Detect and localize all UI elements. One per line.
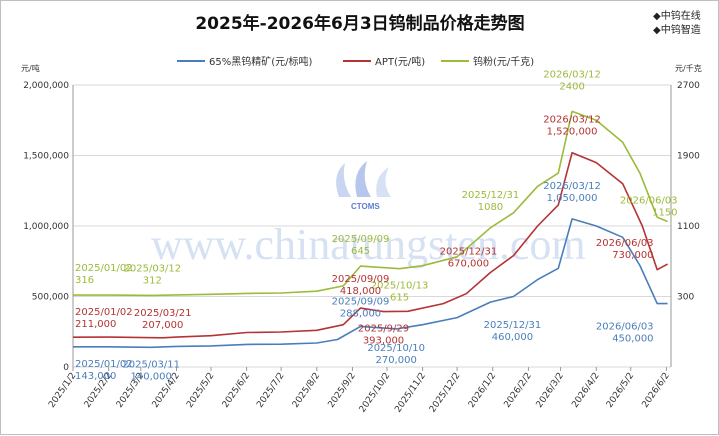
x-tick-label: 2025/12/2: [428, 371, 463, 415]
legend-label-apt: APT(元/吨): [375, 55, 425, 68]
data-label: 2025/9/29 393,000: [358, 324, 409, 347]
data-label: 2025/01/02 143,000: [75, 359, 133, 382]
x-tick-label: 2025/10/2: [358, 371, 393, 415]
data-label: 2025/03/12 312: [124, 263, 182, 286]
watermark-text: www.chinatungsten.com: [151, 220, 586, 269]
series-line-concentrate: [73, 218, 668, 349]
brand-line-1: ◆中钨在线: [653, 9, 701, 22]
left-tick-label: 0: [63, 363, 69, 373]
right-axis-unit: 元/千克: [675, 63, 702, 73]
right-tick-label: 1100: [677, 222, 700, 232]
x-tick-label: 2025/5/2: [185, 371, 216, 410]
legend: 65%黑钨精矿(元/标吨) APT(元/吨) 钨粉(元/千克): [177, 55, 534, 68]
chart-title: 2025年-2026年6月3日钨制品价格走势图: [195, 13, 524, 34]
x-tick-label: 2026/2/2: [502, 371, 533, 410]
data-label: 2025/12/31 670,000: [440, 247, 498, 270]
legend-item-concentrate: 65%黑钨精矿(元/标吨): [177, 55, 312, 68]
data-label: 2026/06/03 730,000: [596, 238, 654, 261]
data-label: 2025/09/09 645: [332, 234, 390, 257]
x-tick-label: 2025/1/2: [47, 371, 78, 410]
legend-item-apt: APT(元/吨): [343, 55, 425, 68]
data-label: 2025/10/10 270,000: [367, 343, 425, 366]
data-label: 2025/01/02 316: [75, 263, 133, 286]
left-tick-label: 500,000: [32, 293, 69, 303]
x-tick-label: 2026/5/2: [605, 371, 636, 410]
data-label: 2026/03/12 1,520,000: [543, 115, 601, 138]
data-label: 2026/06/03 1150: [620, 196, 678, 219]
data-label: 2026/06/03 450,000: [596, 322, 654, 345]
left-tick-label: 2,000,000: [23, 81, 69, 91]
right-tick-label: 300: [677, 293, 694, 303]
data-label: 2025/12/31 460,000: [484, 320, 542, 343]
x-tick-label: 2025/7/2: [255, 371, 286, 410]
data-label: 2026/03/12 1,050,000: [543, 181, 601, 204]
grid: [72, 84, 672, 368]
series-line-powder: [73, 110, 668, 297]
watermark: CTOMS www.chinatungsten.com: [151, 161, 586, 269]
data-label: 2025/01/02 211,000: [75, 307, 133, 330]
x-tick-label: 2026/1/2: [467, 371, 498, 410]
series-lines: [72, 110, 668, 349]
data-label: 2026/03/12 2400: [543, 69, 601, 92]
legend-item-powder: 钨粉(元/千克): [441, 55, 534, 68]
x-tick-label: 2026/3/2: [535, 371, 566, 410]
data-label: 2025/12/31 1080: [462, 190, 520, 213]
data-label: 2025/09/09 288,000: [332, 296, 390, 319]
data-label: 2025/09/09 418,000: [332, 274, 390, 297]
left-axis-ticks: 2,000,000 1,500,000 1,000,000 500,000 0: [23, 81, 69, 373]
brand-line-2: ◆中钨智造: [653, 23, 701, 36]
left-tick-label: 1,000,000: [23, 222, 69, 232]
right-axis-ticks: 2700 1900 1100 300: [677, 81, 700, 303]
right-tick-label: 2700: [677, 81, 700, 91]
series-line-apt: [72, 151, 668, 339]
data-label: 2025/10/13 615: [371, 281, 429, 304]
left-tick-label: 1,500,000: [23, 152, 69, 162]
watermark-logo: CTOMS: [336, 161, 391, 211]
x-tick-label: 2025/8/2: [291, 371, 322, 410]
data-label: 2025/03/11 140,000: [122, 359, 180, 382]
x-tick-label: 2025/9/2: [327, 371, 358, 410]
legend-label-powder: 钨粉(元/千克): [473, 55, 534, 68]
x-tick-label: 2025/11/2: [393, 371, 428, 415]
brand-block: ◆中钨在线 ◆中钨智造: [653, 9, 701, 36]
data-label: 2025/03/21 207,000: [134, 308, 192, 331]
left-axis-unit: 元/吨: [21, 63, 40, 73]
x-tick-label: 2026/4/2: [570, 371, 601, 410]
watermark-logo-text: CTOMS: [351, 202, 380, 211]
x-tick-label: 2026/6/2: [640, 371, 671, 410]
right-tick-label: 1900: [677, 152, 700, 162]
legend-label-concentrate: 65%黑钨精矿(元/标吨): [209, 55, 312, 68]
x-tick-label: 2025/6/2: [221, 371, 252, 410]
